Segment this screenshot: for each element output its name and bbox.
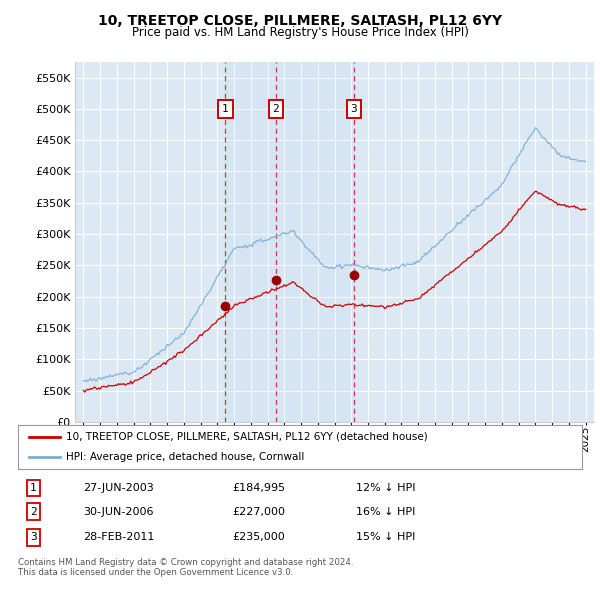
Text: 12% ↓ HPI: 12% ↓ HPI <box>356 483 416 493</box>
Text: 3: 3 <box>350 104 358 114</box>
Text: Contains HM Land Registry data © Crown copyright and database right 2024.
This d: Contains HM Land Registry data © Crown c… <box>18 558 353 577</box>
Text: 16% ↓ HPI: 16% ↓ HPI <box>356 507 416 517</box>
Text: 28-FEB-2011: 28-FEB-2011 <box>83 532 154 542</box>
Text: HPI: Average price, detached house, Cornwall: HPI: Average price, detached house, Corn… <box>66 452 304 462</box>
Text: 2: 2 <box>272 104 279 114</box>
Text: 2: 2 <box>30 507 37 517</box>
Text: 1: 1 <box>222 104 229 114</box>
Text: 1: 1 <box>30 483 37 493</box>
Text: 10, TREETOP CLOSE, PILLMERE, SALTASH, PL12 6YY: 10, TREETOP CLOSE, PILLMERE, SALTASH, PL… <box>98 14 502 28</box>
Text: 30-JUN-2006: 30-JUN-2006 <box>83 507 154 517</box>
Text: £235,000: £235,000 <box>232 532 285 542</box>
Text: 3: 3 <box>30 532 37 542</box>
Text: 15% ↓ HPI: 15% ↓ HPI <box>356 532 416 542</box>
Text: £227,000: £227,000 <box>232 507 286 517</box>
Text: 10, TREETOP CLOSE, PILLMERE, SALTASH, PL12 6YY (detached house): 10, TREETOP CLOSE, PILLMERE, SALTASH, PL… <box>66 432 428 442</box>
Text: 27-JUN-2003: 27-JUN-2003 <box>83 483 154 493</box>
Bar <box>226 62 354 422</box>
Text: £184,995: £184,995 <box>232 483 286 493</box>
Text: Price paid vs. HM Land Registry's House Price Index (HPI): Price paid vs. HM Land Registry's House … <box>131 26 469 39</box>
